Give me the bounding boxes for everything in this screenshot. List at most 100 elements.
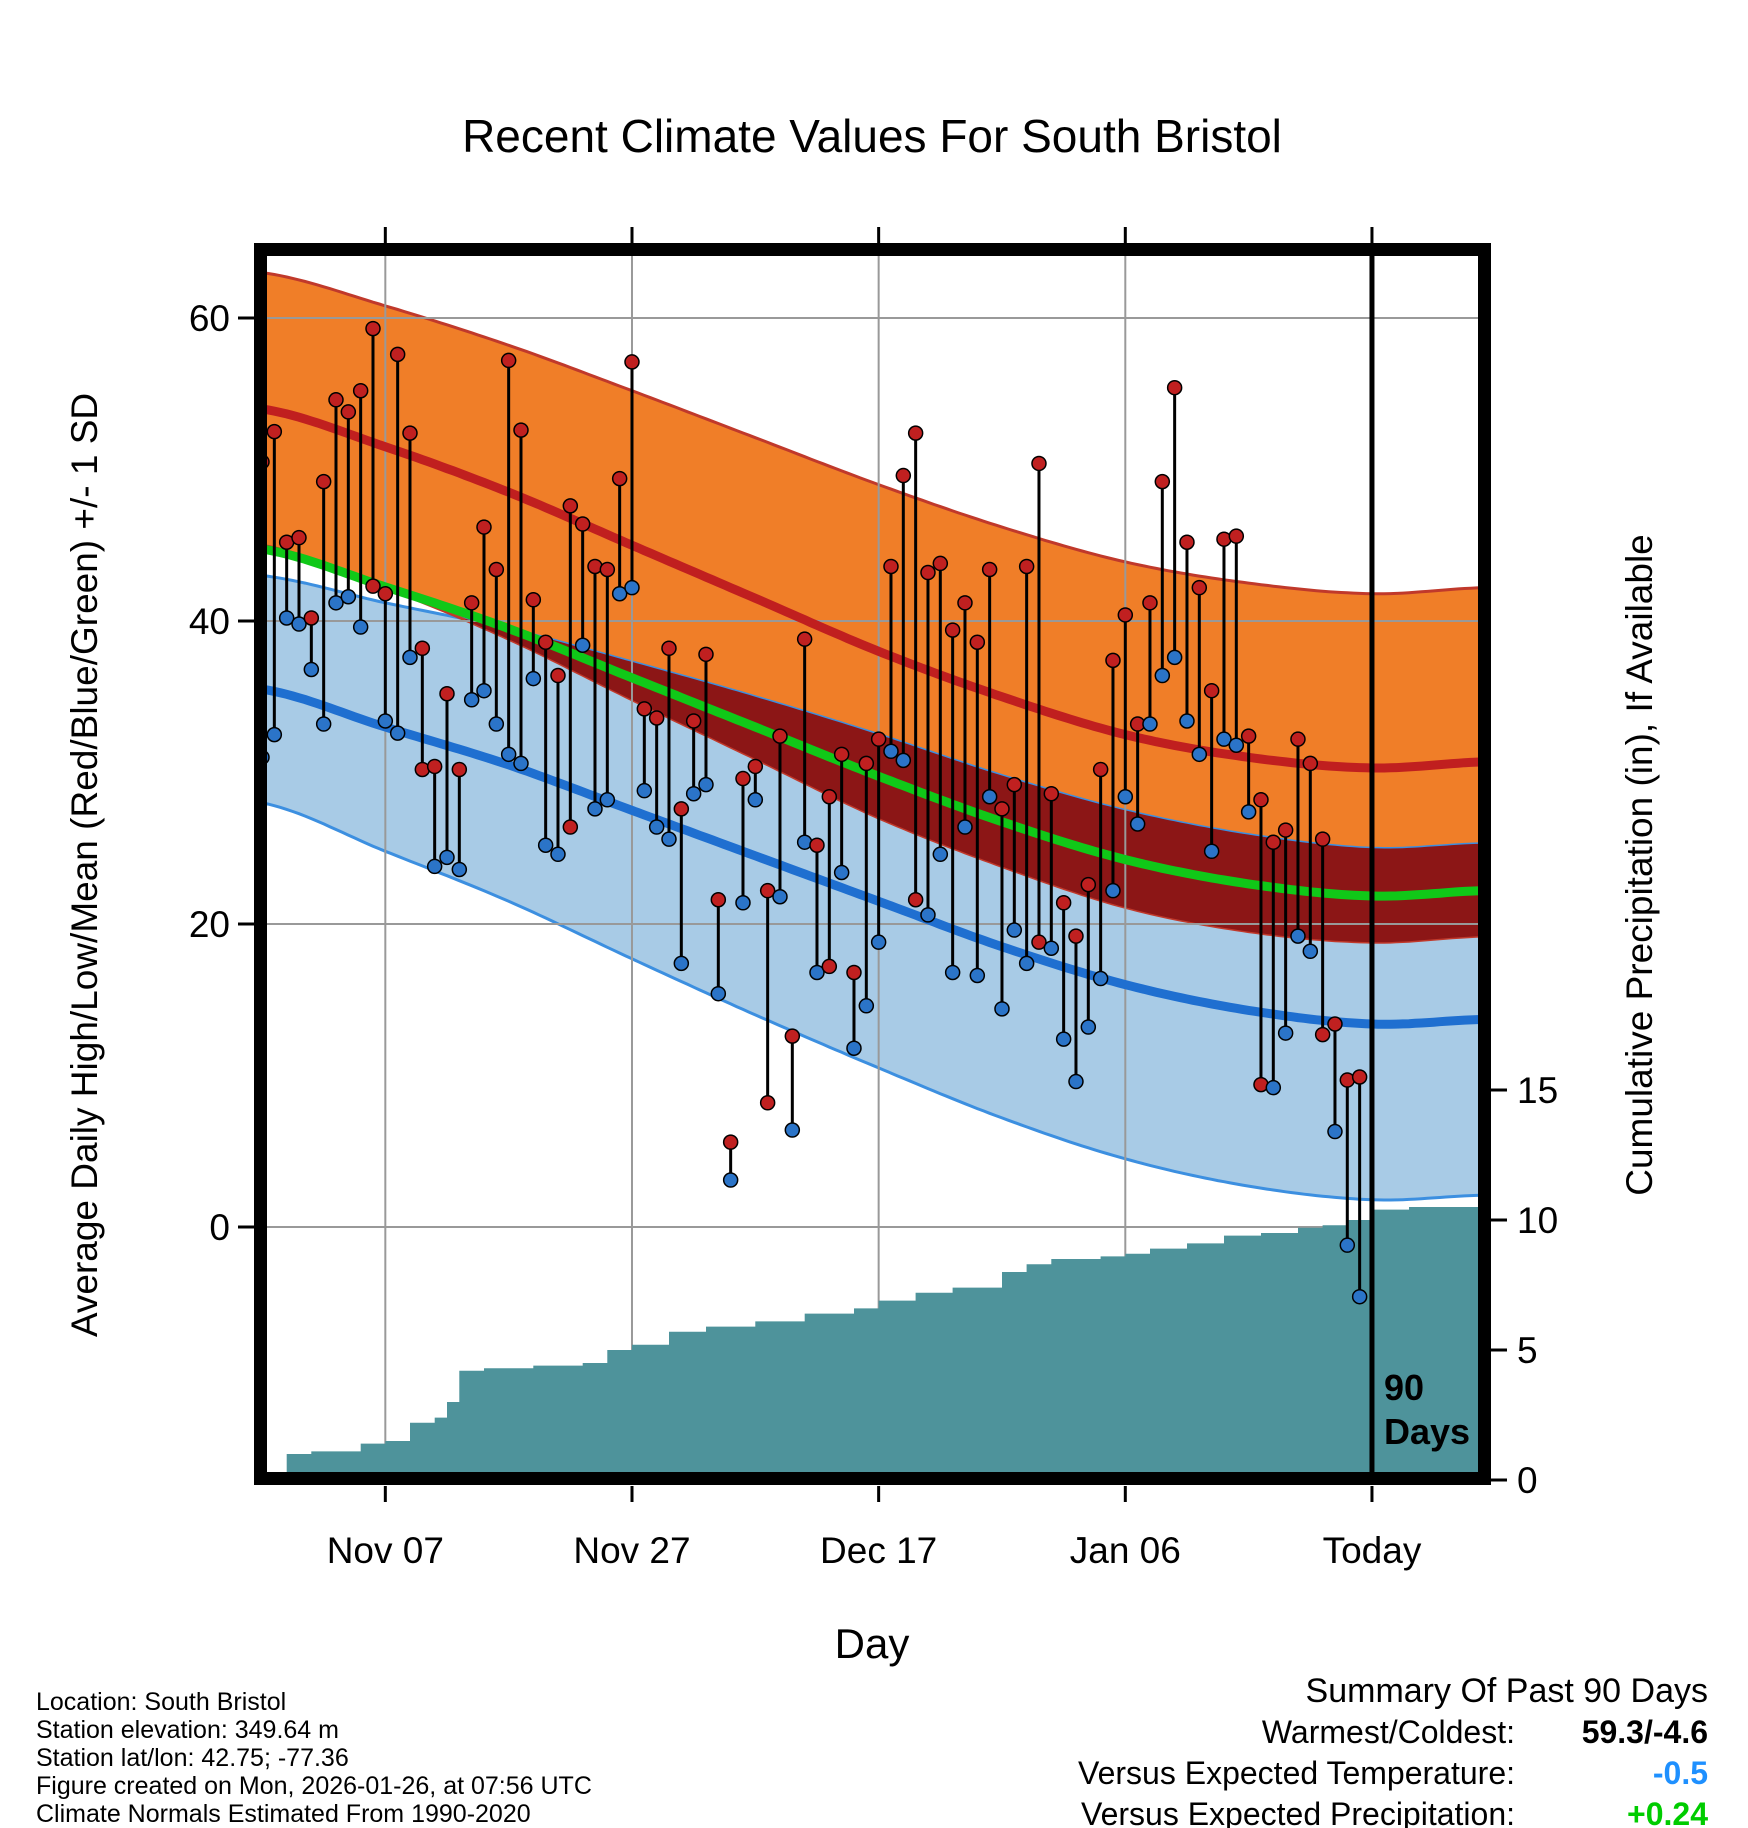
daily-temp-range [710, 892, 727, 1002]
daily-high-dot [932, 555, 949, 572]
daily-low-dot [1339, 1237, 1356, 1253]
daily-low-dot [1166, 649, 1183, 666]
y-left-tick-label: 40 [189, 601, 230, 642]
daily-temp-range [1277, 822, 1294, 1041]
daily-low-dot [833, 864, 850, 881]
daily-high-dot [328, 392, 344, 408]
daily-high-dot [402, 425, 418, 441]
daily-temp-range [365, 320, 381, 594]
station-elevation: Station elevation: 349.64 m [36, 1716, 339, 1744]
daily-high-dot [747, 758, 764, 775]
daily-temp-range [932, 555, 949, 863]
daily-temp-range [624, 354, 640, 596]
daily-high-dot [1228, 528, 1245, 544]
daily-low-dot [710, 985, 727, 1002]
daily-low-dot [883, 743, 899, 760]
daily-high-dot [1031, 455, 1047, 472]
daily-high-dot [377, 585, 394, 602]
daily-low-dot [1327, 1123, 1343, 1140]
y-right-tick-label: 0 [1517, 1460, 1538, 1501]
summary-value: 59.3/-4.6 [1581, 1714, 1708, 1750]
daily-low-dot [809, 964, 825, 981]
daily-temp-range [402, 425, 418, 666]
daily-high-dot [414, 640, 431, 657]
daily-temp-range [1179, 534, 1195, 729]
summary-row-vs-temperature: Versus Expected Temperature: -0.5 [1078, 1753, 1708, 1794]
daily-high-dot [340, 404, 357, 420]
cumulative-precip-area [286, 1207, 1484, 1480]
daily-low-dot [969, 967, 986, 984]
daily-temp-range [1216, 531, 1232, 747]
y-left-tick-label: 60 [189, 298, 230, 339]
daily-temp-range [821, 788, 838, 975]
daily-temp-range [957, 595, 973, 835]
daily-high-dot [784, 1028, 801, 1044]
daily-high-dot [994, 801, 1010, 817]
daily-high-dot [1191, 579, 1208, 596]
daily-low-dot [1314, 1026, 1331, 1043]
daily-temp-range [1290, 731, 1306, 944]
daily-low-dot [1117, 788, 1134, 805]
daily-low-dot [846, 1040, 862, 1056]
summary-label: Warmest/Coldest: [1261, 1714, 1515, 1750]
daily-low-dot [1191, 746, 1208, 763]
daily-high-dot [1290, 731, 1306, 747]
daily-high-dot [513, 422, 529, 438]
high-temp-band [262, 272, 1483, 943]
daily-high-dot [821, 788, 838, 805]
daily-high-dot [883, 558, 899, 575]
daily-temp-range [1068, 928, 1084, 1090]
daily-temp-range [1006, 776, 1023, 938]
daily-temp-range [562, 498, 579, 835]
chart-title: Recent Climate Values For South Bristol [462, 110, 1282, 162]
y-right-tick-label: 10 [1517, 1200, 1558, 1241]
daily-temp-range [1253, 792, 1269, 1093]
daily-temp-range [1055, 895, 1072, 1047]
daily-low-dot [944, 964, 961, 981]
summary-row-vs-precipitation: Versus Expected Precipitation: +0.24 [1078, 1794, 1708, 1828]
daily-high-dot [451, 761, 468, 778]
figure-created: Figure created on Mon, 2026-01-26, at 07… [36, 1772, 592, 1800]
daily-low-dot [315, 716, 332, 732]
daily-temp-range [1031, 455, 1047, 950]
daily-low-dot [895, 752, 912, 769]
x-tick-label: Dec 17 [820, 1530, 937, 1571]
daily-temp-range [796, 631, 813, 850]
daily-temp-range [1154, 473, 1171, 684]
daily-low-dot [920, 907, 936, 923]
daily-temp-range [451, 761, 468, 878]
daily-high-dot [1068, 928, 1084, 944]
daily-high-dot [673, 801, 690, 817]
station-info: Location: South Bristol Station elevatio… [36, 1688, 592, 1828]
daily-low-dot [673, 955, 690, 972]
daily-temp-range [846, 964, 862, 1056]
daily-low-dot [389, 725, 406, 741]
daily-temp-range [735, 770, 751, 911]
daily-temp-range [895, 467, 912, 769]
daily-temp-range [463, 595, 480, 708]
y-right-tick-label: 5 [1517, 1330, 1538, 1371]
daily-high-dot [525, 592, 542, 608]
daily-high-dot [1142, 595, 1158, 611]
low-band-bottom-edge [261, 801, 1484, 1202]
daily-low-dot [488, 716, 505, 732]
daily-temp-range [1080, 876, 1097, 1035]
daily-high-dot [1006, 776, 1023, 793]
daily-low-dot [1228, 737, 1245, 753]
daily-low-dot [1265, 1079, 1282, 1096]
summary-panel: Summary Of Past 90 Days Warmest/Coldest:… [1078, 1670, 1708, 1828]
daily-temp-range [1105, 652, 1121, 899]
daily-temp-range [920, 564, 936, 923]
daily-temp-range [969, 634, 986, 984]
y-right-axis-label: Cumulative Precipitation (in), If Availa… [1619, 534, 1660, 1196]
daily-temp-range [636, 701, 653, 799]
daily-high-dot [981, 561, 998, 578]
daily-low-dot [550, 846, 566, 863]
daily-high-dot [907, 425, 924, 441]
daily-low-dot [981, 788, 998, 805]
daily-high-dot [698, 646, 714, 663]
daily-temp-range [537, 634, 554, 853]
daily-low-dot [821, 958, 838, 975]
band-overlap [465, 619, 1483, 943]
